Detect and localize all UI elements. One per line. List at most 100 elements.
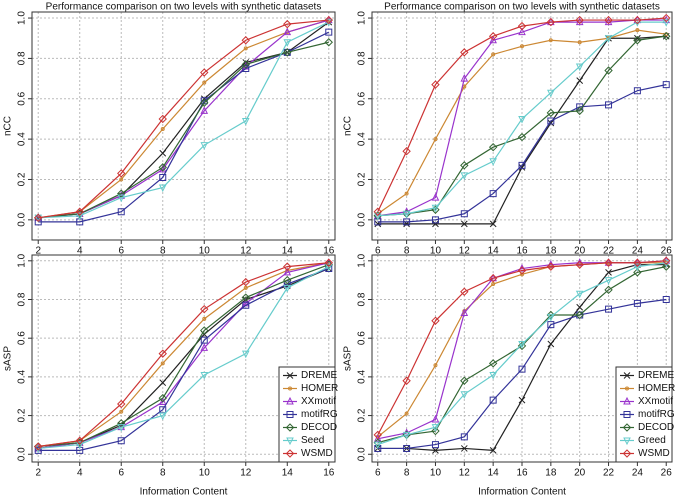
marker: [518, 396, 526, 404]
marker: [460, 210, 468, 218]
marker: [403, 218, 411, 226]
legend-label: motifRG: [638, 409, 675, 420]
x-tick-label: 22: [603, 246, 615, 257]
marker: [119, 177, 124, 182]
marker: [403, 444, 411, 452]
x-tick-label: 20: [574, 246, 586, 257]
x-tick-label: 10: [430, 468, 442, 479]
marker: [460, 308, 469, 317]
x-tick-label: 12: [240, 246, 252, 257]
marker: [605, 305, 613, 313]
marker: [402, 376, 411, 385]
x-tick-label: 8: [160, 246, 166, 257]
marker: [200, 371, 209, 380]
marker: [431, 424, 440, 432]
legend-label: DREME: [638, 370, 674, 381]
x-tick-label: 12: [240, 468, 252, 479]
marker: [283, 275, 292, 285]
series-line: [38, 266, 330, 450]
marker: [662, 81, 670, 89]
series-line: [38, 19, 329, 219]
marker: [117, 399, 126, 409]
marker: [633, 36, 642, 45]
x-tick-label: 12: [459, 468, 471, 479]
marker: [462, 84, 467, 89]
marker: [283, 262, 292, 271]
legend-label: HOMER: [301, 383, 338, 394]
marker: [159, 149, 167, 157]
series-line: [38, 262, 329, 448]
marker: [460, 391, 469, 399]
x-tick-label: 6: [118, 468, 124, 479]
y-tick-label: 0.2: [357, 408, 368, 422]
legend-label: Greed: [638, 435, 666, 446]
marker: [662, 13, 671, 23]
y-tick-label: 1.0: [17, 11, 28, 25]
marker: [431, 414, 440, 423]
y-tick-label: 0.8: [17, 51, 28, 65]
marker: [546, 310, 556, 320]
marker: [117, 424, 126, 432]
series-line: [377, 21, 667, 217]
series-line: [377, 262, 667, 446]
x-axis-label: Information Content: [478, 487, 566, 498]
marker: [546, 262, 556, 271]
y-tick-label: 0.6: [17, 331, 28, 345]
marker: [520, 44, 525, 49]
y-tick-label: 0.6: [357, 331, 368, 345]
series-line: [38, 41, 329, 219]
marker: [489, 447, 497, 454]
marker: [488, 142, 498, 152]
marker: [546, 108, 556, 118]
marker: [547, 117, 555, 125]
series-line: [38, 21, 330, 219]
y-tick-label: 0.6: [357, 91, 368, 105]
series-line: [38, 19, 329, 219]
marker: [242, 64, 250, 72]
x-tick-label: 22: [603, 468, 615, 479]
marker: [547, 340, 555, 348]
marker: [404, 411, 409, 416]
x-tick-label: 18: [545, 246, 557, 257]
marker: [404, 191, 409, 196]
marker: [324, 38, 333, 47]
x-tick-label: 16: [516, 246, 528, 257]
legend-label: XXmotif: [301, 396, 336, 407]
legend-marker: [286, 411, 294, 418]
y-tick-label: 0.2: [17, 172, 28, 186]
marker: [158, 397, 167, 406]
marker: [575, 106, 584, 116]
marker: [547, 89, 555, 98]
x-tick-label: 26: [661, 468, 673, 479]
marker: [517, 132, 527, 142]
marker: [489, 396, 497, 404]
marker: [633, 258, 642, 267]
marker: [491, 52, 496, 57]
y-tick-label: 1.0: [17, 253, 28, 267]
marker: [243, 46, 248, 51]
marker: [605, 269, 612, 276]
marker: [548, 38, 553, 43]
legend-label: DECOD: [301, 422, 337, 433]
y-tick-label: 0.8: [17, 292, 28, 306]
x-tick-label: 6: [118, 246, 124, 257]
marker: [460, 73, 469, 82]
y-axis-label: sASP: [343, 346, 354, 371]
series-line: [38, 31, 330, 223]
marker: [117, 437, 125, 445]
marker: [489, 158, 497, 166]
marker: [200, 106, 209, 114]
marker: [662, 19, 671, 27]
marker: [547, 313, 555, 322]
marker: [241, 293, 250, 302]
marker: [283, 27, 292, 36]
y-tick-label: 0.0: [357, 447, 368, 461]
marker: [283, 267, 292, 276]
marker: [283, 19, 292, 29]
marker: [662, 262, 671, 271]
marker: [460, 445, 468, 452]
marker: [75, 441, 84, 450]
marker: [517, 21, 527, 31]
marker: [431, 426, 440, 436]
y-tick-label: 1.0: [357, 11, 368, 25]
